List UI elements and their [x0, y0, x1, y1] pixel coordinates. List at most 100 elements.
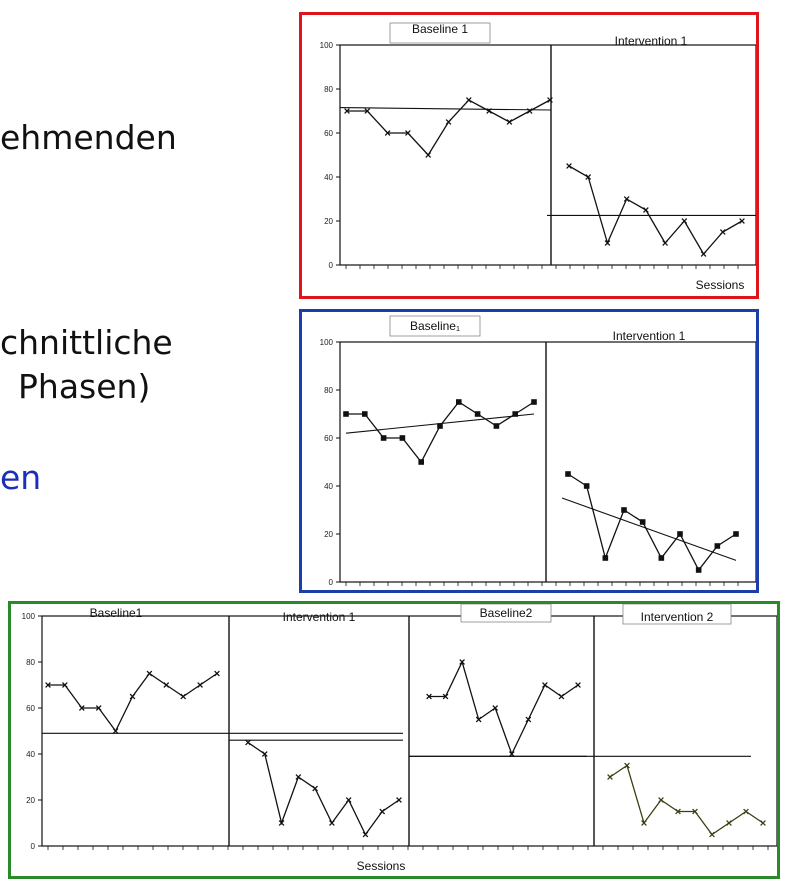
y-tick-label: 60 — [324, 434, 333, 443]
data-point — [295, 774, 302, 780]
data-point — [585, 174, 592, 180]
phase-label: Baseline1 — [90, 606, 143, 620]
data-point — [621, 507, 627, 513]
data-point — [512, 411, 518, 417]
data-point — [658, 555, 665, 561]
data-point — [709, 831, 715, 838]
data-point — [456, 399, 462, 405]
data-point — [78, 705, 85, 711]
data-point — [442, 693, 449, 700]
series-line — [567, 473, 737, 572]
trend-line — [561, 497, 737, 561]
y-tick-label: 80 — [324, 85, 333, 94]
y-tick-label: 100 — [320, 338, 334, 347]
x-axis-label: Sessions — [357, 859, 406, 873]
data-point — [726, 820, 732, 826]
phase-label-box — [389, 315, 481, 337]
y-tick-label: 20 — [324, 217, 333, 226]
data-point — [426, 693, 432, 700]
data-point — [474, 411, 481, 417]
y-tick-label: 100 — [22, 612, 36, 621]
data-point — [379, 808, 386, 815]
series-line — [609, 764, 764, 836]
data-point — [558, 693, 565, 700]
x-axis-label: Sessions — [696, 278, 745, 292]
data-point — [583, 483, 590, 489]
plot-frame — [339, 341, 756, 583]
data-point — [623, 196, 630, 202]
data-point — [278, 820, 285, 826]
y-tick-label: 80 — [324, 386, 333, 395]
data-point — [245, 739, 251, 746]
data-point — [639, 519, 646, 525]
y-tick-label: 0 — [329, 578, 334, 587]
data-point — [677, 531, 683, 537]
data-point — [493, 423, 500, 429]
data-point — [602, 555, 609, 561]
slide-text-line-2: chnittliche — [0, 323, 173, 362]
data-point — [508, 751, 515, 757]
y-tick-label: 0 — [329, 261, 334, 270]
phase-label: Intervention 1 — [615, 34, 688, 48]
data-point — [575, 682, 581, 688]
data-point — [380, 435, 387, 441]
data-point — [146, 670, 153, 677]
data-point — [604, 240, 611, 246]
data-point — [542, 682, 548, 688]
chart-1-svg: 0 20 40 60 80 100 Baseline 1 Intervention 1 Sess… — [320, 22, 756, 292]
data-point — [525, 716, 532, 723]
slide-text-line-4: en — [0, 458, 42, 497]
chart-trend-baseline-intervention: 0 20 40 60 80 100 Baseline₁ Intervention 1 — [299, 309, 759, 593]
data-point — [714, 543, 721, 549]
data-point — [531, 399, 537, 405]
y-tick-label: 60 — [324, 129, 333, 138]
y-tick-label: 40 — [26, 750, 35, 759]
y-tick-label: 80 — [26, 658, 35, 667]
data-point — [418, 459, 424, 465]
series-line — [247, 741, 400, 836]
data-point — [641, 820, 647, 826]
data-point — [312, 785, 318, 792]
slide-text-line-3: Phasen) — [18, 367, 151, 406]
data-point — [662, 240, 668, 246]
data-point — [112, 728, 119, 734]
data-point — [607, 774, 613, 780]
data-point — [739, 218, 745, 224]
series-line — [568, 165, 743, 256]
slide-text-line-1: ehmenden — [0, 118, 177, 157]
y-tick-label: 40 — [324, 173, 333, 182]
phase-label: Baseline₁ — [410, 319, 460, 333]
data-point — [566, 163, 572, 169]
data-point — [343, 411, 349, 417]
y-tick-label: 40 — [324, 482, 333, 491]
data-point — [425, 152, 432, 158]
data-point — [565, 471, 571, 477]
data-point — [384, 130, 391, 136]
data-point — [362, 411, 368, 417]
data-point — [719, 229, 726, 235]
data-point — [733, 531, 739, 537]
chart-2-svg: 0 20 40 60 80 100 Baseline₁ Intervention 1 — [320, 315, 756, 587]
y-tick-label: 20 — [324, 530, 333, 539]
y-tick-label: 20 — [26, 796, 35, 805]
data-point — [492, 705, 499, 711]
data-point — [692, 808, 698, 815]
y-tick-label: 0 — [31, 842, 36, 851]
data-point — [163, 682, 170, 688]
chart-mean-baseline-intervention: 0 20 40 60 80 100 Baseline 1 Intervention 1 Sess… — [299, 12, 759, 299]
data-point — [695, 567, 702, 573]
data-point — [62, 682, 68, 688]
data-point — [405, 130, 411, 136]
y-tick-label: 60 — [26, 704, 35, 713]
phase-label-box — [622, 604, 732, 625]
data-point — [643, 207, 649, 213]
data-point — [547, 97, 553, 103]
phase-label: Intervention 2 — [641, 610, 714, 624]
phase-label-box — [389, 22, 491, 44]
data-point — [396, 797, 402, 803]
data-point — [743, 808, 749, 815]
data-point — [700, 251, 707, 257]
data-point — [129, 693, 136, 700]
data-point — [624, 762, 630, 769]
phase-label: Baseline2 — [480, 606, 533, 620]
